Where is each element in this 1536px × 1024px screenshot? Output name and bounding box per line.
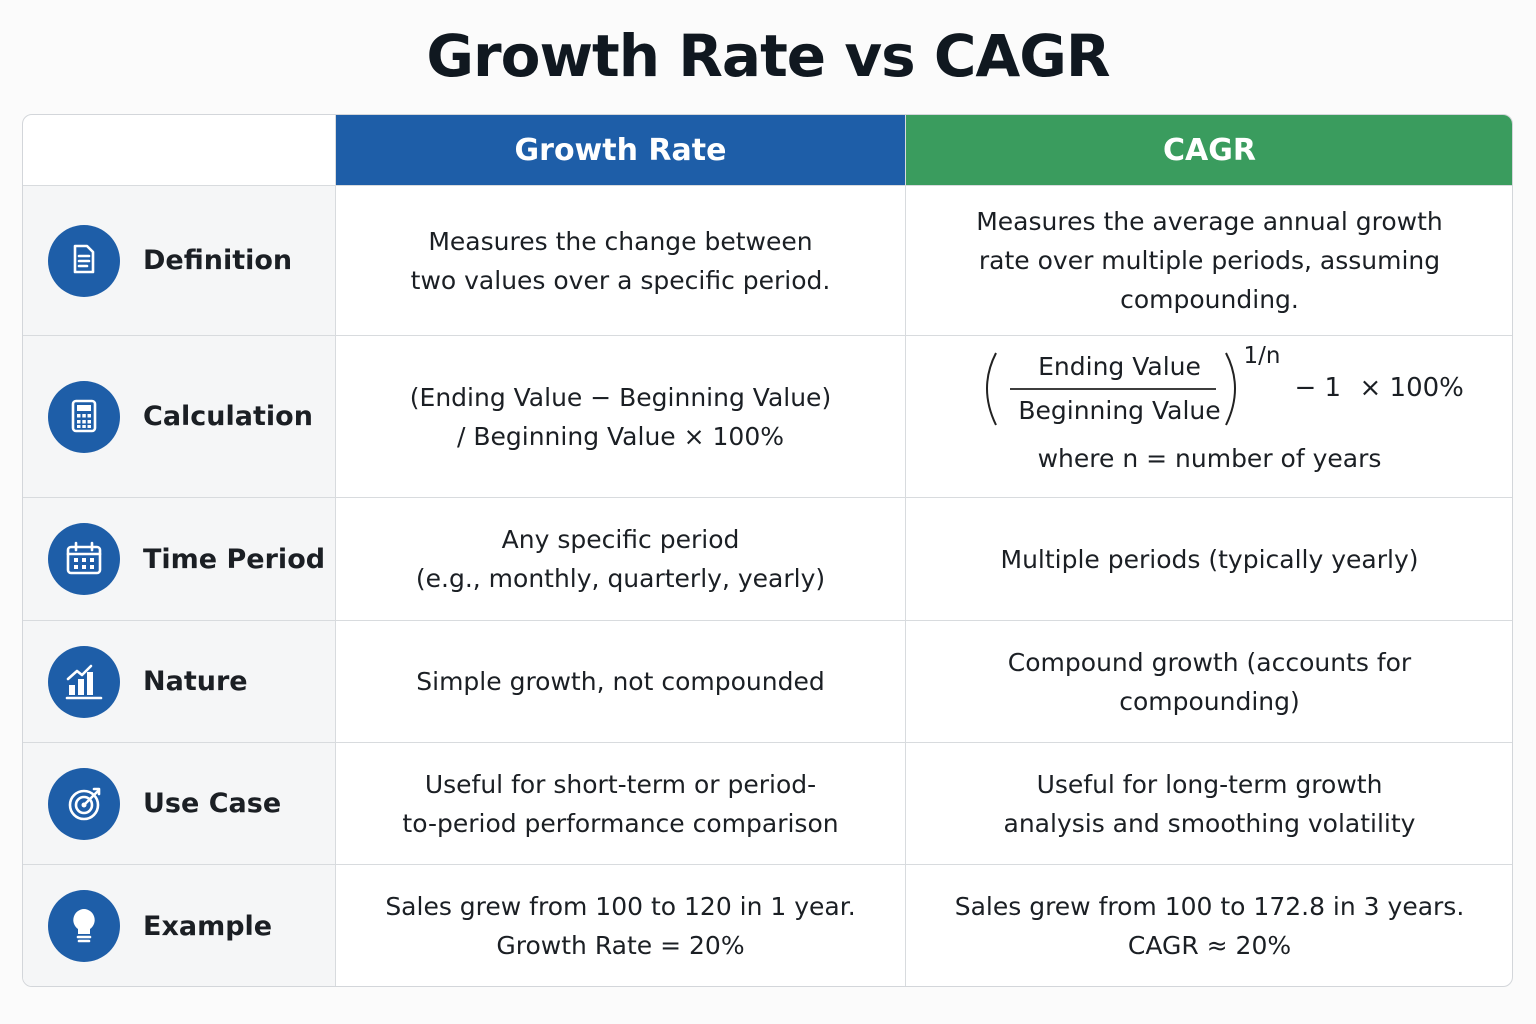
cagr-cell: Ending Value Beginning Value 1/n − 1 × 100% w… <box>906 336 1512 498</box>
exponent: 1/n <box>1243 342 1281 369</box>
column-header: CAGR <box>906 115 1512 186</box>
cagr-cell: Compound growth (accounts for compounding… <box>906 621 1512 743</box>
row-label: Nature <box>143 666 248 697</box>
row-label: Calculation <box>143 401 313 432</box>
cell-line: Compound growth (accounts for <box>1007 647 1412 677</box>
cell-line: Any specific period <box>501 525 740 554</box>
growth-rate-cell: Simple growth, not compounded <box>336 621 906 743</box>
row-label-cell: Calculation <box>23 336 336 498</box>
growth-rate-cell: (Ending Value − Beginning Value) / Beginn… <box>336 336 906 498</box>
cagr-cell: Multiple periods (typically yearly) <box>906 498 1512 621</box>
cell-line: compounding) <box>1119 686 1300 716</box>
cell-line: rate over multiple periods, assuming <box>978 246 1441 275</box>
minus: − 1 <box>1294 372 1342 403</box>
multiply: × 100% <box>1359 372 1464 403</box>
growth-rate-cell: Measures the change between two values ov… <box>336 186 906 336</box>
row-label: Time Period <box>143 543 326 575</box>
row-label-cell: Time Period <box>23 498 336 621</box>
cagr-cell: Sales grew from 100 to 172.8 in 3 years.… <box>906 865 1512 986</box>
comparison-table: Growth Rate CAGR Definition Measures the ch… <box>22 114 1513 987</box>
cell-line: to-period performance comparison <box>402 808 839 838</box>
cell-line: Measures the average annual growth <box>976 207 1443 236</box>
cell-line: Simple growth, not compounded <box>416 667 825 696</box>
cell-line: two values over a specific period. <box>410 265 831 295</box>
row-label-cell: Definition <box>23 186 336 336</box>
growth-rate-cell: Any specific period (e.g., monthly, quart… <box>336 498 906 621</box>
row-icon <box>48 380 120 453</box>
denominator: Beginning Value <box>1018 395 1221 425</box>
cagr-cell: Useful for long-term growth analysis and … <box>906 743 1512 865</box>
cell-line: CAGR ≈ 20% <box>1127 931 1292 960</box>
row-label: Example <box>143 910 273 942</box>
formula-brackets <box>985 352 1236 425</box>
column-header: Growth Rate <box>336 115 906 186</box>
cell-line: Useful for short-term or period- <box>424 769 817 799</box>
cell-line: Measures the change between <box>428 226 813 256</box>
cell-line: Useful for long-term growth <box>1036 769 1383 799</box>
cell-line: Multiple periods (typically yearly) <box>1000 544 1419 574</box>
numerator: Ending Value <box>1038 351 1201 381</box>
cell-line: / Beginning Value × 100% <box>457 421 784 451</box>
row-icon <box>48 890 120 962</box>
cagr-formula: Ending Value Beginning Value 1/n − 1 × 100% w… <box>960 343 1464 487</box>
growth-rate-cell: Useful for short-term or period-to-perio… <box>336 743 906 865</box>
cell-line: Sales grew from 100 to 172.8 in 3 years. <box>954 892 1465 921</box>
cell-line: (Ending Value − Beginning Value) <box>409 382 832 412</box>
row-icon <box>48 224 120 297</box>
header-blank <box>23 115 336 186</box>
row-label-cell: Use Case <box>23 743 336 865</box>
row-label-cell: Nature <box>23 621 336 743</box>
page-title: Growth Rate vs CAGR <box>426 22 1110 90</box>
cell-line: Sales grew from 100 to 120 in 1 year. <box>385 892 856 921</box>
row-icon <box>48 645 120 718</box>
cagr-cell: Measures the average annual growth rate o… <box>906 186 1512 336</box>
cell-line: compounding. <box>1120 285 1299 314</box>
row-label: Use Case <box>143 788 282 819</box>
cell-line: (e.g., monthly, quarterly, yearly) <box>415 564 826 593</box>
note: where n = number of years <box>1037 443 1382 473</box>
cell-line: analysis and smoothing volatility <box>1003 808 1416 838</box>
cell-line: Growth Rate = 20% <box>496 931 745 960</box>
row-icon <box>48 767 120 840</box>
growth-rate-cell: Sales grew from 100 to 120 in 1 year. Gro… <box>336 865 906 986</box>
row-label: Definition <box>143 245 293 276</box>
row-label-cell: Example <box>23 865 336 986</box>
row-icon <box>48 523 120 595</box>
